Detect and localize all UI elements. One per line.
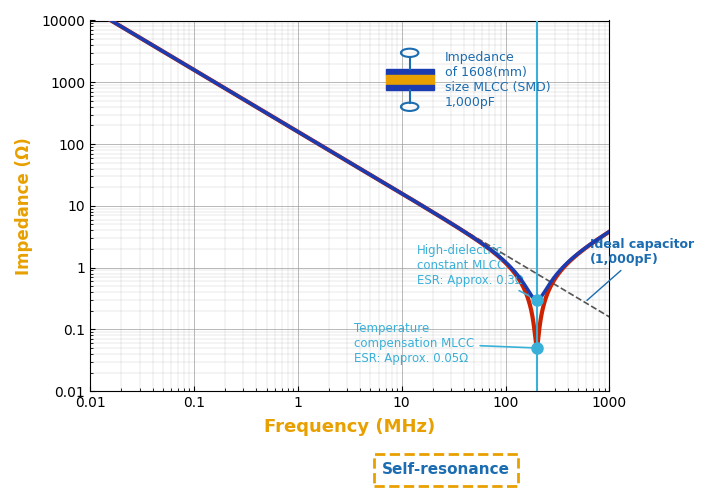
Y-axis label: Impedance (Ω): Impedance (Ω): [15, 137, 33, 275]
Text: Self-resonance: Self-resonance: [382, 462, 510, 478]
FancyBboxPatch shape: [375, 454, 518, 486]
Text: Ideal capacitor
(1,000pF): Ideal capacitor (1,000pF): [587, 238, 694, 301]
Text: Temperature
compensation MLCC
ESR: Approx. 0.05Ω: Temperature compensation MLCC ESR: Appro…: [354, 321, 534, 365]
Text: High-dielectric
constant MLCC
ESR: Approx. 0.3Ω: High-dielectric constant MLCC ESR: Appro…: [417, 244, 535, 299]
X-axis label: Frequency (MHz): Frequency (MHz): [264, 418, 435, 436]
